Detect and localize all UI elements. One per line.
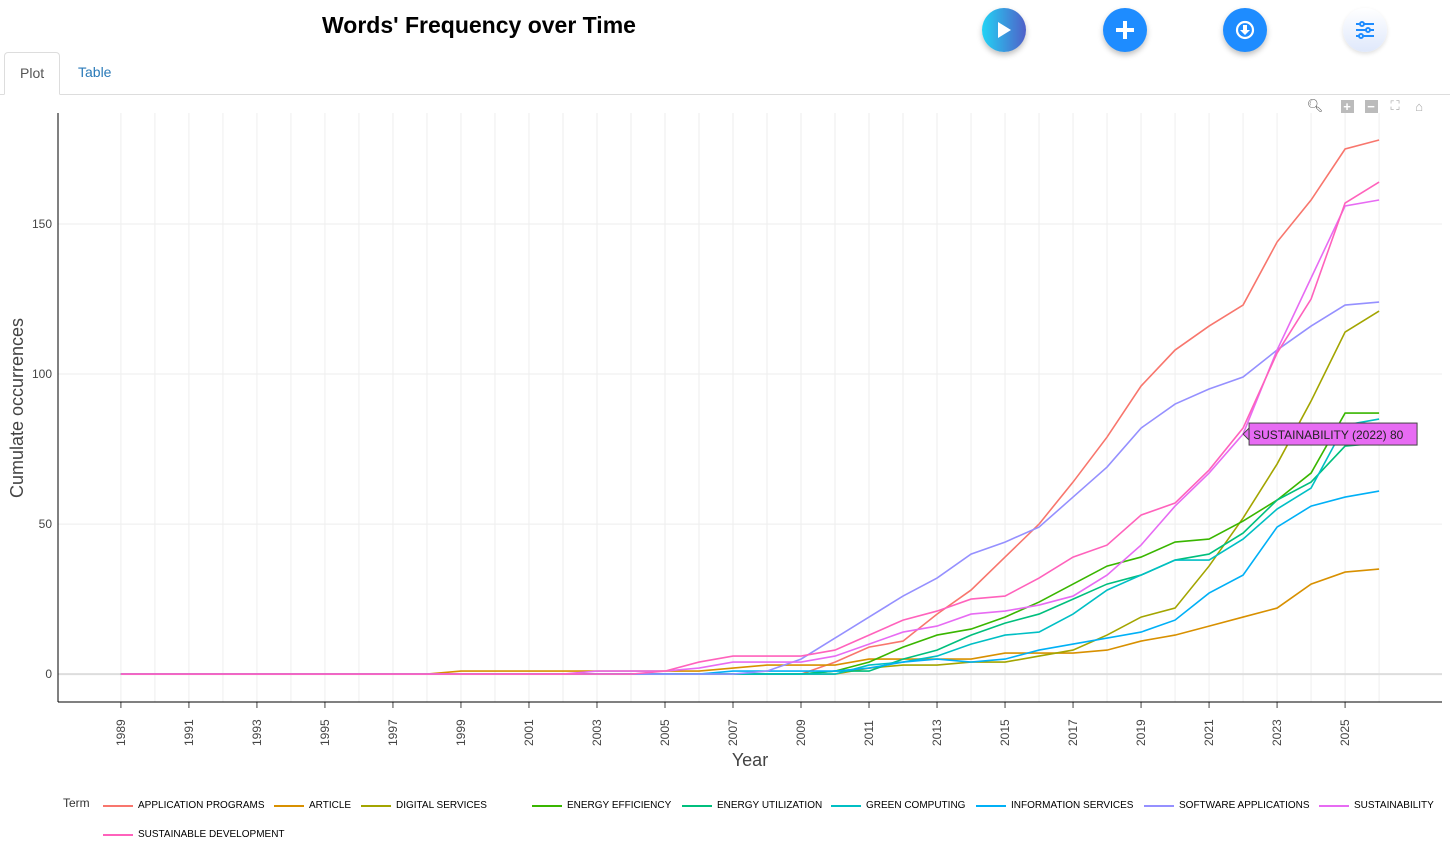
play-button[interactable] [982,8,1026,52]
legend-label: ENERGY EFFICIENCY [567,800,672,811]
legend-label: SUSTAINABILITY [1354,800,1434,811]
legend-item[interactable]: SUSTAINABILITY [1319,800,1434,811]
legend-item[interactable]: GREEN COMPUTING [831,800,965,811]
legend-swatch [274,804,304,807]
series-line-article [120,568,1380,675]
tab-bar: Plot Table [0,52,1450,95]
x-axis-title: Year [732,750,768,770]
series-line-energy-utilization [120,442,1380,675]
series-line-sustainable-development [120,181,1380,675]
y-tick-label: 100 [32,367,52,381]
legend-swatch [682,804,712,807]
legend-swatch [103,804,133,807]
download-icon [1235,20,1255,40]
x-tick-label: 2023 [1270,719,1284,746]
x-tick-label: 2015 [998,719,1012,746]
series-line-application-programs [120,139,1380,675]
x-tick-label: 2025 [1338,719,1352,746]
legend-label: GREEN COMPUTING [866,800,966,811]
legend-label: ARTICLE [309,800,352,811]
plus-icon [1116,21,1134,39]
legend-item[interactable]: SUSTAINABLE DEVELOPMENT [103,829,285,840]
tooltip-box [1248,422,1418,446]
legend-swatch [103,833,133,836]
add-button[interactable] [1103,8,1147,52]
x-tick-label: 1997 [386,719,400,746]
legend-label: ENERGY UTILIZATION [717,800,823,811]
x-tick-label: 2021 [1202,719,1216,746]
download-button[interactable] [1223,8,1267,52]
x-tick-label: 2003 [590,719,604,746]
x-tick-label: 2013 [930,719,944,746]
legend-swatch [1319,804,1349,807]
x-tick-label: 2011 [862,720,876,746]
legend-label: DIGITAL SERVICES [396,800,487,811]
y-axis-title: Cumulate occurrences [7,318,27,498]
zoom-out-icon[interactable]: − [1363,98,1379,114]
legend-swatch [532,804,562,807]
x-tick-label: 2009 [794,719,808,746]
legend-label: APPLICATION PROGRAMS [138,800,265,811]
legend-item[interactable]: ARTICLE [274,800,351,811]
x-tick-label: 1989 [114,719,128,746]
y-tick-label: 150 [32,217,52,231]
play-icon [998,22,1011,38]
legend-item[interactable]: SOFTWARE APPLICATIONS [1144,800,1310,811]
legend-swatch [1144,804,1174,807]
series-line-information-services [120,490,1380,675]
legend-item[interactable]: INFORMATION SERVICES [976,800,1133,811]
x-tick-label: 1995 [318,719,332,746]
x-tick-label: 2017 [1066,719,1080,746]
sliders-icon [1356,21,1374,39]
autoscale-icon[interactable]: ⛶ [1390,98,1400,113]
settings-button[interactable] [1343,8,1387,52]
legend-label: INFORMATION SERVICES [1011,800,1134,811]
zoom-in-icon[interactable]: + [1339,98,1355,114]
legend-item[interactable]: APPLICATION PROGRAMS [103,800,265,811]
x-tick-label: 2005 [658,719,672,746]
x-tick-label: 2019 [1134,719,1148,746]
zoom-icon[interactable]: 🔍︎ [1306,98,1324,113]
legend-item[interactable]: ENERGY EFFICIENCY [532,800,671,811]
series-line-digital-services [120,310,1380,675]
x-tick-label: 1991 [182,719,196,746]
tab-table[interactable]: Table [78,64,112,80]
page-title: Words' Frequency over Time [322,12,636,38]
y-tick-label: 0 [45,667,52,681]
x-tick-label: 1993 [250,719,264,746]
legend-item[interactable]: DIGITAL SERVICES [361,800,487,811]
series-line-energy-efficiency [120,412,1380,675]
series-line-green-computing [120,418,1380,675]
y-tick-label: 50 [39,517,53,531]
legend-swatch [361,804,391,807]
legend-swatch [976,804,1006,807]
series-line-sustainability [120,199,1380,675]
legend-title: Term [63,796,90,810]
x-tick-label: 2001 [522,719,536,746]
x-tick-label: 2007 [726,719,740,746]
legend-swatch [831,804,861,807]
legend-label: SOFTWARE APPLICATIONS [1179,800,1310,811]
tooltip-text: SUSTAINABILITY (2022) 80 [1253,428,1404,442]
x-tick-label: 1999 [454,719,468,746]
legend-label: SUSTAINABLE DEVELOPMENT [138,829,285,840]
tab-plot[interactable]: Plot [4,52,61,95]
line-chart: 0 50 100 150 1989 1991 1993 1995 1997 1999 2001 200… [7,113,1442,770]
reset-home-icon[interactable]: ⌂ [1415,98,1423,114]
legend-item[interactable]: ENERGY UTILIZATION [682,800,822,811]
